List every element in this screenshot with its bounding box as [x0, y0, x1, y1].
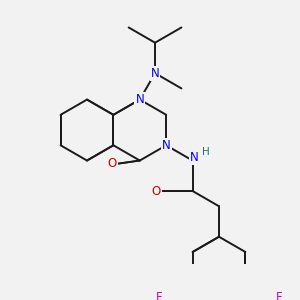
Text: N: N — [151, 67, 159, 80]
Text: F: F — [156, 291, 162, 300]
Text: N: N — [162, 139, 171, 152]
Text: O: O — [152, 184, 160, 197]
Text: F: F — [276, 291, 282, 300]
Text: O: O — [108, 157, 117, 170]
Text: N: N — [135, 93, 144, 106]
Text: N: N — [190, 151, 199, 164]
Text: H: H — [202, 147, 210, 158]
